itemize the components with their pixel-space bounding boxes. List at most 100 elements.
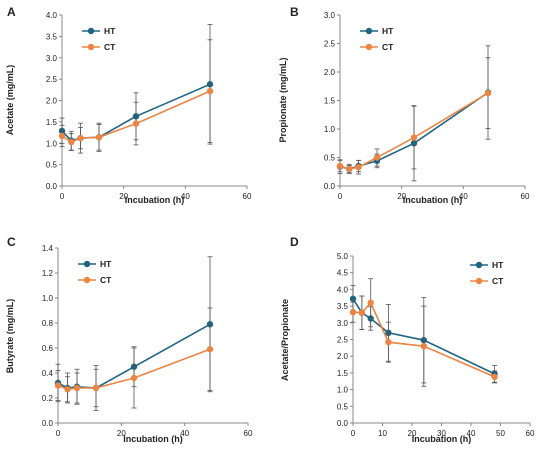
y-tick-label: 4.0 (337, 285, 349, 294)
y-tick-label: 1.0 (42, 294, 54, 303)
data-point (349, 295, 357, 302)
x-tick-label: 40 (459, 192, 468, 201)
y-tick-label: 1.2 (42, 269, 54, 278)
x-tick-label: 50 (496, 429, 505, 438)
data-point (130, 374, 138, 382)
x-tick-label: 60 (521, 192, 530, 201)
series-ct (349, 278, 498, 387)
legend-swatch-marker (365, 43, 373, 51)
x-tick-label: 40 (181, 192, 190, 201)
y-tick-label: 1.5 (337, 369, 349, 378)
series-ct (54, 307, 214, 409)
x-tick-label: 30 (437, 429, 446, 438)
y-tick-label: 0.5 (46, 161, 58, 170)
legend-label: CT (492, 276, 504, 286)
y-tick-label: 0.6 (42, 344, 54, 353)
data-point (358, 309, 366, 316)
legend-swatch-marker (87, 43, 95, 51)
data-point (420, 342, 427, 350)
chart-panel-b: B 0.0 0.5 1.0 1.5 2.0 2.5 3.0 0 20 40 60 Incubation … (278, 5, 530, 205)
data-point (58, 132, 66, 140)
data-point (385, 338, 392, 346)
data-point (64, 386, 71, 393)
series-ct (58, 39, 214, 151)
y-tick-label: 3.0 (324, 11, 336, 20)
y-tick-label: 2.0 (337, 352, 349, 361)
legend: HT CT (78, 259, 112, 285)
x-tick-label: 60 (244, 429, 253, 438)
legend-label: HT (382, 26, 394, 36)
panel-letter: A (7, 5, 16, 19)
y-tick-label: 2.0 (324, 68, 336, 77)
y-axis-title: Acetate/Propionate (280, 299, 290, 381)
legend-label: HT (100, 259, 112, 269)
y-tick-label: 0.4 (42, 369, 54, 378)
y-tick-label: 0.0 (46, 182, 58, 191)
data-point (206, 87, 214, 95)
y-tick-label: 1.0 (337, 386, 349, 395)
x-axis-title: Incubation (h) (123, 434, 183, 444)
x-tick-label: 60 (526, 429, 535, 438)
y-tick-label: 0.0 (42, 419, 54, 428)
legend: HT CT (82, 26, 116, 52)
legend-label: CT (100, 275, 112, 285)
data-point (92, 384, 100, 392)
y-tick-label: 0.5 (337, 402, 349, 411)
legend-label: HT (104, 26, 116, 36)
x-axis-title: Incubation (h) (412, 434, 472, 444)
legend-swatch-marker (83, 260, 91, 268)
y-tick-label: 0.0 (337, 419, 349, 428)
x-tick-label: 20 (119, 192, 128, 201)
legend-label: CT (104, 42, 116, 52)
data-point (336, 162, 344, 170)
data-point (484, 89, 492, 97)
y-tick-label: 1.0 (46, 139, 58, 148)
y-tick-label: 1.0 (324, 125, 336, 134)
data-point (95, 134, 103, 141)
legend-swatch-marker (475, 261, 483, 269)
data-point (373, 154, 381, 161)
panel-letter: D (290, 235, 299, 249)
x-tick-label: 0 (60, 192, 65, 201)
x-tick-label: 40 (180, 429, 189, 438)
data-point (132, 120, 140, 127)
x-tick-label: 20 (397, 192, 406, 201)
data-point (54, 382, 62, 389)
panel-letter: B (290, 5, 299, 19)
legend-label: CT (382, 42, 394, 52)
y-axis-title: Butyrate (mg/mL) (5, 299, 15, 374)
data-point (73, 384, 81, 392)
y-tick-label: 4.0 (46, 11, 58, 20)
y-tick-label: 1.5 (46, 118, 58, 127)
data-point (68, 138, 75, 146)
data-point (367, 299, 374, 306)
y-tick-label: 3.5 (46, 32, 58, 41)
y-tick-label: 2.5 (324, 40, 336, 49)
legend-swatch-marker (83, 276, 91, 284)
legend-swatch-marker (87, 27, 95, 35)
y-tick-label: 0.8 (42, 319, 54, 328)
x-tick-label: 0 (338, 192, 343, 201)
data-point (346, 165, 353, 173)
y-tick-label: 4.5 (337, 269, 349, 278)
chart-panel-a: A 0.0 0.5 1.0 1.5 2.0 2.5 3.0 3.5 4.0 0 20 40 60 Incub… (5, 5, 252, 205)
data-point (355, 163, 362, 171)
legend-swatch-marker (475, 277, 483, 285)
data-point (491, 373, 498, 381)
x-tick-label: 20 (117, 429, 126, 438)
y-tick-label: 0.5 (324, 154, 336, 163)
y-tick-label: 2.0 (46, 97, 58, 106)
y-tick-label: 0.0 (324, 182, 336, 191)
y-tick-label: 2.5 (46, 75, 58, 84)
y-tick-label: 5.0 (337, 252, 349, 261)
x-tick-label: 20 (408, 429, 417, 438)
y-axis-title: Propionate (mg/mL) (278, 57, 288, 142)
data-point (410, 134, 418, 141)
y-tick-label: 3.0 (337, 319, 349, 328)
y-tick-label: 2.5 (337, 336, 349, 345)
x-tick-label: 0 (351, 429, 356, 438)
x-tick-label: 10 (378, 429, 387, 438)
y-tick-label: 1.5 (324, 97, 336, 106)
legend: HT CT (470, 260, 504, 286)
x-axis-title: Incubation (h) (403, 195, 463, 205)
